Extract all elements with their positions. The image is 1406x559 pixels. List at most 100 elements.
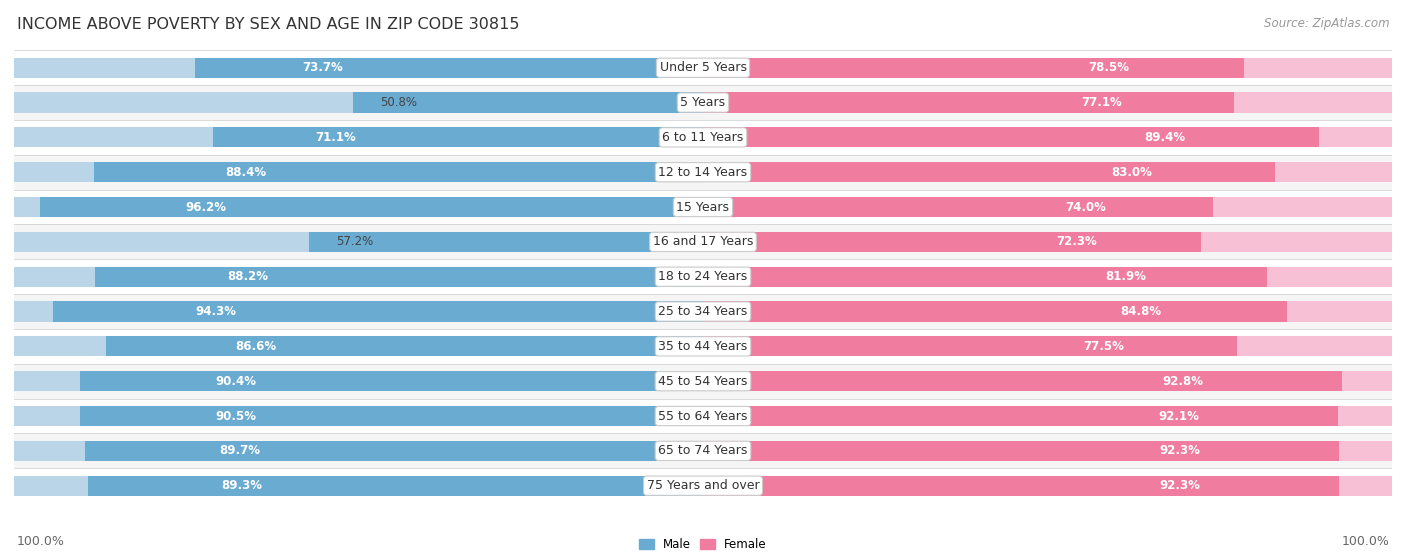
- Bar: [14, 127, 703, 148]
- Bar: [703, 232, 1201, 252]
- Text: 86.6%: 86.6%: [235, 340, 276, 353]
- Text: 50.8%: 50.8%: [381, 96, 418, 109]
- Bar: [80, 371, 703, 391]
- Legend: Male, Female: Male, Female: [634, 534, 772, 556]
- Bar: [703, 337, 1237, 357]
- Text: 83.0%: 83.0%: [1111, 165, 1153, 179]
- Text: 88.4%: 88.4%: [226, 165, 267, 179]
- Text: 5 Years: 5 Years: [681, 96, 725, 109]
- Text: 92.1%: 92.1%: [1159, 410, 1199, 423]
- Bar: [703, 267, 1392, 287]
- Bar: [96, 267, 703, 287]
- Bar: [0, 259, 1392, 294]
- Text: 18 to 24 Years: 18 to 24 Years: [658, 270, 748, 283]
- Text: 55 to 64 Years: 55 to 64 Years: [658, 410, 748, 423]
- Bar: [0, 120, 1392, 155]
- Bar: [84, 440, 703, 461]
- Text: 89.4%: 89.4%: [1144, 131, 1185, 144]
- Bar: [703, 440, 1339, 461]
- Text: 92.3%: 92.3%: [1160, 444, 1201, 457]
- Bar: [14, 440, 703, 461]
- Text: 89.7%: 89.7%: [219, 444, 260, 457]
- Text: 78.5%: 78.5%: [1088, 61, 1129, 74]
- Text: 94.3%: 94.3%: [195, 305, 236, 318]
- Bar: [0, 364, 1392, 399]
- Bar: [0, 225, 1392, 259]
- Bar: [14, 197, 703, 217]
- Bar: [214, 127, 703, 148]
- Bar: [14, 371, 703, 391]
- Text: 16 and 17 Years: 16 and 17 Years: [652, 235, 754, 248]
- Bar: [195, 58, 703, 78]
- Bar: [353, 92, 703, 113]
- Bar: [14, 267, 703, 287]
- Text: 92.8%: 92.8%: [1161, 375, 1204, 388]
- Bar: [703, 197, 1213, 217]
- Bar: [53, 301, 703, 321]
- Bar: [0, 468, 1392, 503]
- Bar: [703, 127, 1392, 148]
- Text: 75 Years and over: 75 Years and over: [647, 479, 759, 492]
- Bar: [703, 301, 1392, 321]
- Bar: [703, 127, 1319, 148]
- Text: Under 5 Years: Under 5 Years: [659, 61, 747, 74]
- Bar: [14, 162, 703, 182]
- Text: 89.3%: 89.3%: [221, 479, 262, 492]
- Text: INCOME ABOVE POVERTY BY SEX AND AGE IN ZIP CODE 30815: INCOME ABOVE POVERTY BY SEX AND AGE IN Z…: [17, 17, 519, 32]
- Bar: [0, 433, 1392, 468]
- Text: 81.9%: 81.9%: [1105, 270, 1147, 283]
- Text: 6 to 11 Years: 6 to 11 Years: [662, 131, 744, 144]
- Text: 72.3%: 72.3%: [1056, 235, 1097, 248]
- Text: 65 to 74 Years: 65 to 74 Years: [658, 444, 748, 457]
- Bar: [703, 92, 1392, 113]
- Bar: [87, 476, 703, 496]
- Text: 15 Years: 15 Years: [676, 201, 730, 214]
- Bar: [703, 58, 1244, 78]
- Text: 90.4%: 90.4%: [215, 375, 256, 388]
- Text: 45 to 54 Years: 45 to 54 Years: [658, 375, 748, 388]
- Bar: [41, 197, 703, 217]
- Bar: [107, 337, 703, 357]
- Bar: [14, 58, 703, 78]
- Bar: [703, 232, 1392, 252]
- Bar: [14, 476, 703, 496]
- Bar: [703, 337, 1392, 357]
- Bar: [703, 476, 1339, 496]
- Text: 77.5%: 77.5%: [1083, 340, 1123, 353]
- Text: Source: ZipAtlas.com: Source: ZipAtlas.com: [1264, 17, 1389, 30]
- Text: 88.2%: 88.2%: [226, 270, 267, 283]
- Bar: [0, 50, 1392, 85]
- Bar: [703, 440, 1392, 461]
- Text: 35 to 44 Years: 35 to 44 Years: [658, 340, 748, 353]
- Text: 74.0%: 74.0%: [1064, 201, 1105, 214]
- Bar: [703, 476, 1392, 496]
- Bar: [703, 406, 1337, 426]
- Text: 57.2%: 57.2%: [336, 235, 374, 248]
- Bar: [0, 294, 1392, 329]
- Bar: [309, 232, 703, 252]
- Bar: [703, 92, 1234, 113]
- Text: 96.2%: 96.2%: [186, 201, 226, 214]
- Bar: [703, 371, 1392, 391]
- Bar: [703, 301, 1288, 321]
- Text: 73.7%: 73.7%: [302, 61, 343, 74]
- Bar: [80, 406, 703, 426]
- Bar: [0, 190, 1392, 225]
- Text: 92.3%: 92.3%: [1160, 479, 1201, 492]
- Bar: [703, 162, 1275, 182]
- Text: 100.0%: 100.0%: [17, 535, 65, 548]
- Text: 77.1%: 77.1%: [1081, 96, 1122, 109]
- Text: 12 to 14 Years: 12 to 14 Years: [658, 165, 748, 179]
- Bar: [0, 85, 1392, 120]
- Text: 84.8%: 84.8%: [1121, 305, 1161, 318]
- Text: 100.0%: 100.0%: [1341, 535, 1389, 548]
- Bar: [703, 371, 1343, 391]
- Bar: [703, 162, 1392, 182]
- Bar: [14, 406, 703, 426]
- Bar: [703, 267, 1267, 287]
- Text: 71.1%: 71.1%: [315, 131, 356, 144]
- Bar: [94, 162, 703, 182]
- Bar: [14, 92, 703, 113]
- Bar: [0, 155, 1392, 190]
- Bar: [14, 232, 703, 252]
